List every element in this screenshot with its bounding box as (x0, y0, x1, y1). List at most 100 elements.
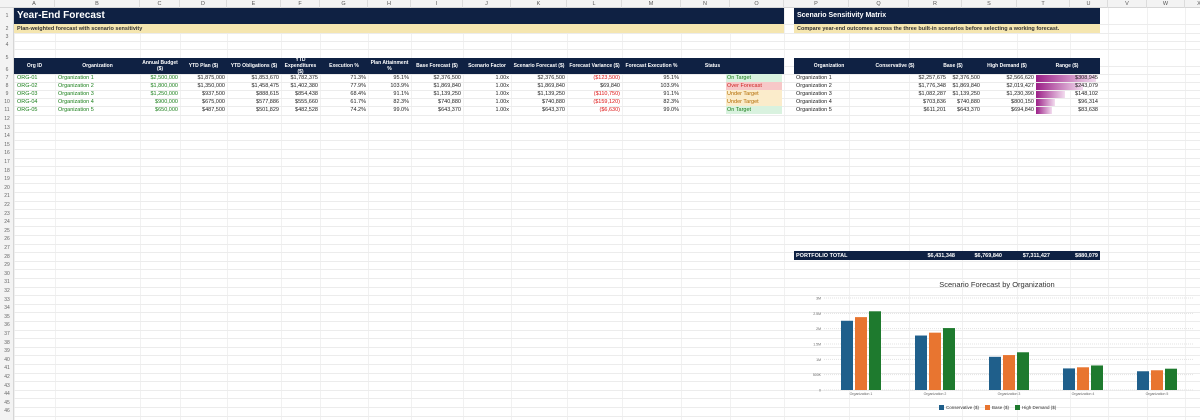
column-header-p[interactable]: P (784, 0, 849, 8)
row-number-34[interactable]: 34 (4, 305, 10, 312)
row-number-40[interactable]: 40 (4, 356, 10, 363)
column-header-a[interactable]: A (14, 0, 55, 8)
matrix-range[interactable]: $308,945 (1075, 75, 1098, 81)
row-number-37[interactable]: 37 (4, 330, 10, 337)
forecast-cell-exp[interactable]: $482,528 (295, 107, 318, 113)
forecast-cell-id[interactable]: ORG-03 (17, 91, 38, 97)
column-header-c[interactable]: C (140, 0, 180, 8)
chart-bar[interactable] (1091, 365, 1103, 390)
column-header-i[interactable]: I (411, 0, 463, 8)
forecast-cell-attain[interactable]: 82.3% (393, 99, 409, 105)
column-header-n[interactable]: N (681, 0, 730, 8)
row-number-13[interactable]: 13 (4, 124, 10, 131)
forecast-cell-factor[interactable]: 1.00x (495, 99, 509, 105)
forecast-cell-base[interactable]: $643,370 (438, 107, 461, 113)
row-number-23[interactable]: 23 (4, 210, 10, 217)
forecast-cell-org[interactable]: Organization 2 (58, 83, 94, 89)
column-header-g[interactable]: G (320, 0, 368, 8)
matrix-high[interactable]: $2,566,620 (1006, 75, 1034, 81)
row-number-32[interactable]: 32 (4, 287, 10, 294)
row-number-11[interactable]: 11 (4, 107, 10, 114)
row-number-19[interactable]: 19 (4, 176, 10, 183)
row-number-16[interactable]: 16 (4, 150, 10, 157)
forecast-cell-budget[interactable]: $1,250,000 (150, 91, 178, 97)
row-number-12[interactable]: 12 (4, 115, 10, 122)
row-number-24[interactable]: 24 (4, 219, 10, 226)
chart-bar[interactable] (929, 332, 941, 390)
forecast-cell-oblig[interactable]: $888,615 (256, 91, 279, 97)
forecast-cell-attain[interactable]: 95.1% (393, 75, 409, 81)
forecast-cell-fexec[interactable]: 91.1% (663, 91, 679, 97)
row-number-29[interactable]: 29 (4, 262, 10, 269)
column-header-e[interactable]: E (227, 0, 281, 8)
forecast-cell-attain[interactable]: 91.1% (393, 91, 409, 97)
row-number-44[interactable]: 44 (4, 391, 10, 398)
forecast-cell-var[interactable]: ($6,630) (599, 107, 621, 113)
forecast-cell-plan[interactable]: $1,350,000 (197, 83, 225, 89)
forecast-cell-budget[interactable]: $1,800,000 (150, 83, 178, 89)
matrix-base[interactable]: $2,376,500 (952, 75, 980, 81)
forecast-cell-fexec[interactable]: 99.0% (663, 107, 679, 113)
column-header-v[interactable]: V (1108, 0, 1147, 8)
row-number-20[interactable]: 20 (4, 184, 10, 191)
row-number-9[interactable]: 9 (5, 91, 9, 97)
forecast-cell-factor[interactable]: 1.00x (495, 83, 509, 89)
chart-bar[interactable] (855, 317, 867, 390)
forecast-cell-base[interactable]: $1,139,250 (433, 91, 461, 97)
column-header-o[interactable]: O (730, 0, 784, 8)
row-number-1[interactable]: 1 (5, 13, 9, 19)
forecast-cell-org[interactable]: Organization 4 (58, 99, 94, 105)
forecast-cell-oblig[interactable]: $501,829 (256, 107, 279, 113)
column-header-q[interactable]: Q (849, 0, 909, 8)
row-number-39[interactable]: 39 (4, 348, 10, 355)
row-number-4[interactable]: 4 (5, 42, 9, 48)
forecast-cell-fexec[interactable]: 95.1% (663, 75, 679, 81)
forecast-cell-oblig[interactable]: $1,458,475 (251, 83, 279, 89)
forecast-cell-exec[interactable]: 77.9% (350, 83, 366, 89)
forecast-cell-exec[interactable]: 61.7% (350, 99, 366, 105)
row-number-7[interactable]: 7 (5, 75, 9, 81)
forecast-cell-oblig[interactable]: $577,886 (256, 99, 279, 105)
chart-bar[interactable] (869, 311, 881, 390)
column-header-u[interactable]: U (1070, 0, 1108, 8)
chart-bar[interactable] (1077, 367, 1089, 390)
row-number-31[interactable]: 31 (4, 279, 10, 286)
row-number-22[interactable]: 22 (4, 201, 10, 208)
column-header-d[interactable]: D (180, 0, 227, 8)
column-header-s[interactable]: S (962, 0, 1017, 8)
forecast-cell-org[interactable]: Organization 3 (58, 91, 94, 97)
matrix-range[interactable]: $243,079 (1075, 83, 1098, 89)
row-number-6[interactable]: 6 (5, 67, 9, 73)
forecast-cell-exec[interactable]: 74.2% (350, 107, 366, 113)
forecast-cell-factor[interactable]: 1.00x (495, 75, 509, 81)
row-number-18[interactable]: 18 (4, 167, 10, 174)
row-number-17[interactable]: 17 (4, 158, 10, 165)
column-header-k[interactable]: K (511, 0, 567, 8)
row-number-42[interactable]: 42 (4, 373, 10, 380)
matrix-range[interactable]: $96,314 (1078, 99, 1098, 105)
matrix-org[interactable]: Organization 3 (796, 91, 832, 97)
column-header-x[interactable]: X (1185, 0, 1200, 8)
forecast-cell-budget[interactable]: $650,000 (155, 107, 178, 113)
forecast-cell-exp[interactable]: $555,660 (295, 99, 318, 105)
matrix-conservative[interactable]: $1,082,287 (918, 91, 946, 97)
forecast-cell-oblig[interactable]: $1,853,670 (251, 75, 279, 81)
forecast-cell-id[interactable]: ORG-01 (17, 75, 38, 81)
column-header-w[interactable]: W (1147, 0, 1185, 8)
forecast-cell-base[interactable]: $740,880 (438, 99, 461, 105)
forecast-cell-exp[interactable]: $1,782,375 (290, 75, 318, 81)
row-number-25[interactable]: 25 (4, 227, 10, 234)
forecast-cell-scen[interactable]: $643,370 (542, 107, 565, 113)
matrix-base[interactable]: $1,139,250 (952, 91, 980, 97)
row-number-8[interactable]: 8 (5, 83, 9, 89)
matrix-conservative[interactable]: $1,776,348 (918, 83, 946, 89)
row-number-10[interactable]: 10 (4, 99, 10, 105)
forecast-cell-factor[interactable]: 1.00x (495, 107, 509, 113)
column-header-b[interactable]: B (55, 0, 140, 8)
forecast-cell-scen[interactable]: $740,880 (542, 99, 565, 105)
matrix-org[interactable]: Organization 1 (796, 75, 832, 81)
row-number-28[interactable]: 28 (4, 253, 10, 260)
forecast-cell-plan[interactable]: $1,875,000 (197, 75, 225, 81)
forecast-cell-budget[interactable]: $900,000 (155, 99, 178, 105)
forecast-cell-fexec[interactable]: 103.9% (660, 83, 679, 89)
